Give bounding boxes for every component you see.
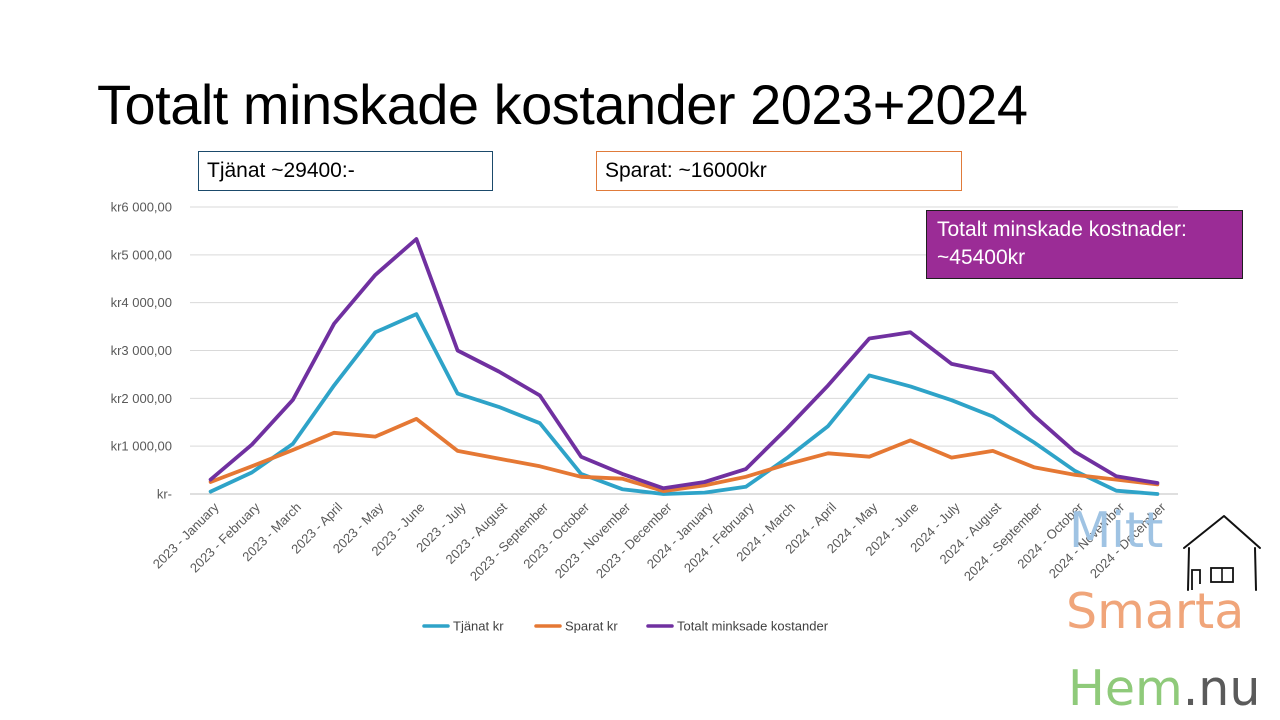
y-tick-label: kr6 000,00 — [111, 200, 172, 215]
y-tick-label: kr4 000,00 — [111, 295, 172, 310]
logo-text-smarta: Smarta — [1066, 583, 1245, 640]
series-line-sparat — [208, 416, 1160, 494]
y-tick-label: kr1 000,00 — [111, 439, 172, 454]
x-tick-label: 2023 - November — [552, 499, 634, 581]
legend-label-tjanat: Tjänat kr — [453, 619, 504, 634]
x-tick-label: 2024 - February — [681, 499, 757, 575]
logo-text-mitt: Mitt — [1069, 502, 1164, 559]
y-tick-label: kr- — [157, 487, 172, 502]
y-tick-label: kr3 000,00 — [111, 343, 172, 358]
mittsmartahem-logo: Mitt Smarta Hem.nu — [1062, 500, 1280, 720]
logo-text-hem: Hem.nu — [1068, 663, 1260, 715]
tjanat-callout: Tjänat ~29400:- — [198, 151, 493, 191]
x-tick-label: 2023 - February — [187, 499, 263, 575]
x-tick-label: 2023 - December — [593, 499, 675, 581]
legend-label-total: Totalt minksade kostander — [677, 619, 829, 634]
logo-text-nu: .nu — [1182, 660, 1261, 717]
slide-title: Totalt minskade kostander 2023+2024 — [97, 73, 1028, 136]
legend-label-sparat: Sparat kr — [565, 619, 618, 634]
total-callout: Totalt minskade kostnader: ~45400kr — [926, 210, 1243, 279]
house-icon — [1183, 515, 1261, 591]
logo-text-hem-word: Hem — [1068, 660, 1183, 717]
y-tick-label: kr2 000,00 — [111, 391, 172, 406]
y-tick-label: kr5 000,00 — [111, 247, 172, 262]
series-line-tjanat — [208, 312, 1160, 496]
series-line-total — [208, 237, 1160, 491]
sparat-callout: Sparat: ~16000kr — [596, 151, 962, 191]
